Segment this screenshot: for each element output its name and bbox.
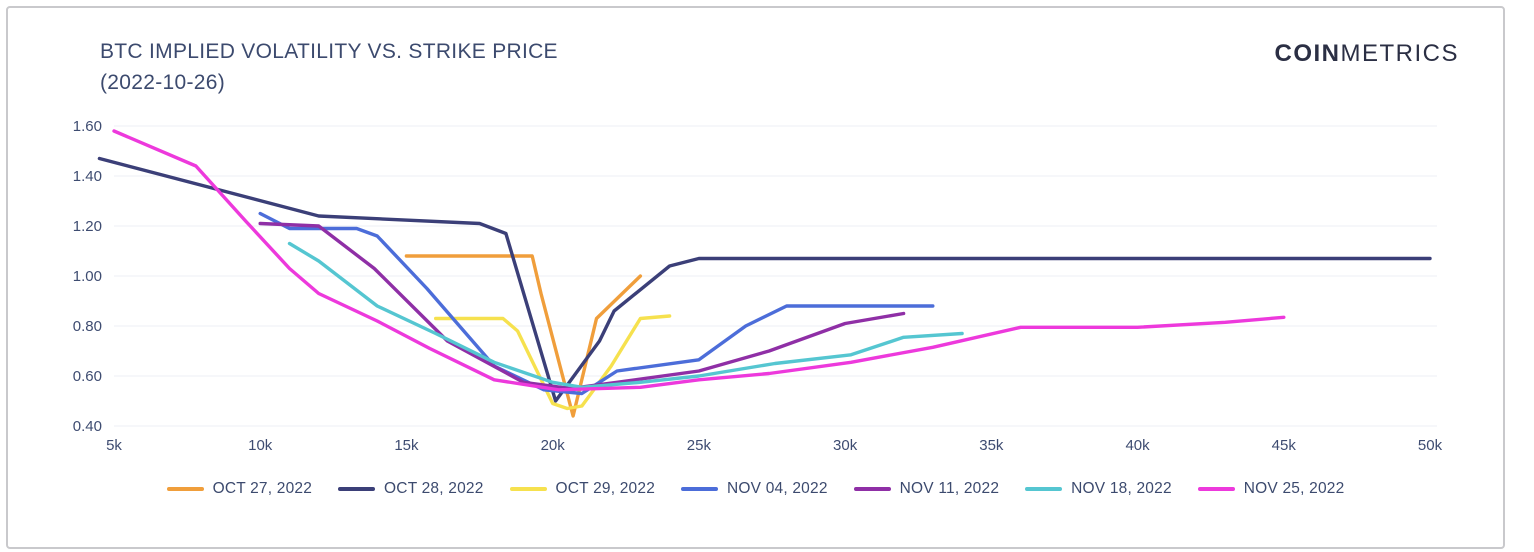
legend-item-oct-28-2022[interactable]: OCT 28, 2022 bbox=[338, 480, 483, 498]
legend-line-swatch bbox=[166, 487, 204, 491]
legend-label: NOV 18, 2022 bbox=[1071, 480, 1172, 497]
legend-label: OCT 27, 2022 bbox=[212, 480, 313, 497]
legend-item-nov-04-2022[interactable]: NOV 04, 2022 bbox=[681, 480, 828, 498]
legend-label: NOV 25, 2022 bbox=[1243, 480, 1345, 497]
chart-title: BTC IMPLIED VOLATILITY VS. STRIKE PRICE … bbox=[100, 36, 558, 98]
x-axis-tick-label: 5k bbox=[106, 437, 122, 454]
chart-title-line2: (2022-10-26) bbox=[100, 71, 226, 94]
coinmetrics-logo-bold: COIN bbox=[1274, 40, 1341, 67]
legend-item-oct-29-2022[interactable]: OCT 29, 2022 bbox=[509, 480, 656, 498]
x-axis-tick-label: 40k bbox=[1125, 437, 1150, 454]
y-axis-tick-label: 0.40 bbox=[73, 418, 102, 435]
legend-label: NOV 04, 2022 bbox=[727, 480, 828, 497]
legend-line-swatch bbox=[338, 487, 376, 491]
coinmetrics-logo-light: METRICS bbox=[1340, 40, 1459, 67]
chart-legend: OCT 27, 2022 OCT 28, 2022 OCT 29, 2022 NOV … bbox=[8, 480, 1503, 498]
x-axis-tick-label: 20k bbox=[541, 437, 566, 454]
coinmetrics-logo: COINMETRICS bbox=[1275, 40, 1460, 68]
legend-line-swatch bbox=[509, 487, 547, 491]
chart-card: BTC IMPLIED VOLATILITY VS. STRIKE PRICE … bbox=[6, 6, 1505, 549]
y-axis-tick-label: 0.80 bbox=[73, 318, 102, 335]
x-axis-tick-label: 10k bbox=[248, 437, 273, 454]
x-axis-tick-label: 50k bbox=[1418, 437, 1443, 454]
y-axis-tick-label: 1.00 bbox=[73, 268, 102, 285]
x-axis-tick-label: 45k bbox=[1272, 437, 1297, 454]
chart-title-line1: BTC IMPLIED VOLATILITY VS. STRIKE PRICE bbox=[100, 40, 558, 63]
series-line-oct-29-2022 bbox=[434, 314, 672, 411]
legend-label: OCT 28, 2022 bbox=[384, 480, 484, 497]
legend-item-nov-18-2022[interactable]: NOV 18, 2022 bbox=[1025, 480, 1172, 498]
x-axis-tick-label: 35k bbox=[979, 437, 1004, 454]
series-line-nov-25-2022 bbox=[112, 129, 1286, 392]
y-axis-tick-label: 1.40 bbox=[73, 168, 102, 185]
series-line-nov-04-2022 bbox=[258, 211, 935, 396]
legend-item-oct-27-2022[interactable]: OCT 27, 2022 bbox=[166, 480, 313, 498]
legend-line-swatch bbox=[1025, 487, 1063, 491]
legend-line-swatch bbox=[681, 487, 719, 491]
y-axis-tick-label: 1.20 bbox=[73, 218, 102, 235]
y-axis-tick-label: 0.60 bbox=[73, 368, 102, 385]
legend-label: NOV 11, 2022 bbox=[899, 480, 1000, 497]
legend-item-nov-25-2022[interactable]: NOV 25, 2022 bbox=[1197, 480, 1345, 498]
x-axis-tick-label: 25k bbox=[687, 437, 712, 454]
legend-line-swatch bbox=[853, 487, 891, 491]
legend-line-swatch bbox=[1197, 487, 1235, 491]
series-line-oct-28-2022 bbox=[97, 156, 1432, 403]
x-axis-tick-label: 30k bbox=[833, 437, 858, 454]
series-line-nov-18-2022 bbox=[287, 241, 964, 389]
x-axis-tick-label: 15k bbox=[394, 437, 419, 454]
y-axis-tick-label: 1.60 bbox=[73, 118, 102, 135]
legend-item-nov-11-2022[interactable]: NOV 11, 2022 bbox=[853, 480, 1000, 498]
legend-label: OCT 29, 2022 bbox=[555, 480, 656, 497]
